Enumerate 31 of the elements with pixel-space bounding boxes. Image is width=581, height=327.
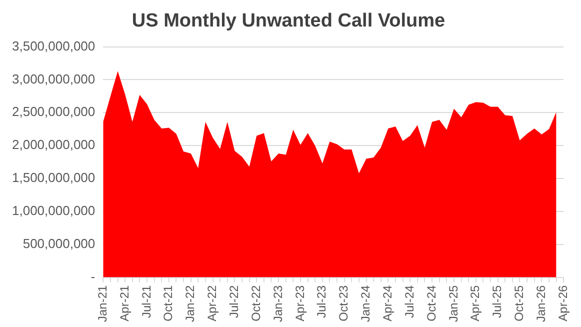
x-tick-label: Jan-24 (358, 284, 373, 322)
x-tick-label: Jul-25 (490, 284, 504, 318)
y-tick-label: 2,000,000,000 (12, 137, 96, 152)
y-tick-label: 3,000,000,000 (12, 71, 96, 86)
x-tick-label: Apr-23 (292, 284, 307, 322)
y-tick-label: - (90, 268, 96, 284)
x-tick-label: Jul-24 (402, 284, 416, 318)
x-tick-label: Jul-22 (227, 284, 242, 318)
x-tick-label: Apr-26 (556, 284, 570, 322)
x-tick-label: Jan-21 (95, 284, 110, 322)
x-tick-label: Jul-21 (139, 284, 154, 318)
x-tick-label: Jul-23 (314, 284, 329, 318)
x-tick-label: Apr-22 (205, 284, 220, 322)
y-tick-label: 500,000,000 (22, 236, 96, 251)
x-tick-label: Oct-24 (424, 284, 438, 322)
x-tick-label: Oct-21 (161, 284, 176, 322)
x-tick-label: Jan-26 (534, 284, 548, 322)
x-tick-label: Apr-24 (380, 284, 394, 322)
y-tick-label: 3,500,000,000 (12, 38, 96, 54)
x-tick-label: Jan-23 (270, 284, 285, 322)
x-tick-label: Oct-25 (512, 284, 526, 322)
x-tick-label: Oct-22 (248, 284, 263, 322)
y-tick-label: 2,500,000,000 (12, 104, 96, 120)
y-tick-label: 1,000,000,000 (12, 203, 96, 218)
y-tick-label: 1,500,000,000 (12, 170, 96, 186)
chart-title: US Monthly Unwanted Call Volume (132, 10, 446, 32)
x-tick-label: Apr-21 (117, 284, 132, 322)
x-tick-label: Apr-25 (468, 284, 482, 322)
x-tick-label: Jan-22 (183, 284, 198, 322)
x-tick-label: Jan-25 (446, 284, 460, 322)
x-tick-label: Oct-23 (336, 284, 351, 322)
